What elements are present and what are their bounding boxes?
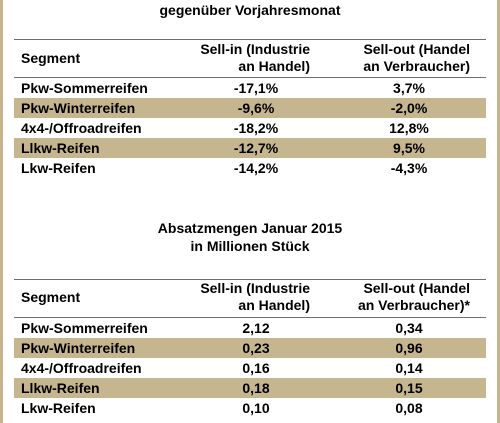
table1-sellout-header-line1: Sell-out (Handel: [363, 41, 470, 57]
table1-header-rule: [14, 77, 486, 78]
sellout-cell: 3,7%: [393, 80, 425, 96]
table2-heading-line2: in Millionen Stück: [190, 238, 310, 254]
table1-row: 4x4-/Offroadreifen -18,2% 12,8%: [14, 118, 486, 138]
table1-row: Llkw-Reifen -12,7% 9,5%: [14, 138, 486, 158]
segment-cell: 4x4-/Offroadreifen: [21, 120, 142, 136]
sellin-cell: -12,7%: [233, 140, 279, 156]
table2-top-rule: [14, 279, 486, 280]
table1-row: Pkw-Sommerreifen -17,1% 3,7%: [14, 78, 486, 98]
sellout-cell: -4,3%: [390, 160, 428, 176]
table2-row: 4x4-/Offroadreifen 0,16 0,14: [14, 358, 486, 378]
right-border: [497, 0, 500, 423]
table2-heading-line1: Absatzmengen Januar 2015: [157, 220, 343, 236]
segment-cell: Lkw-Reifen: [21, 400, 96, 416]
sellout-cell: 0,08: [395, 400, 423, 416]
segment-cell: Pkw-Sommerreifen: [21, 80, 148, 96]
table2-row: Llkw-Reifen 0,18 0,15: [14, 378, 486, 398]
table2-row: Lkw-Reifen 0,10 0,08: [14, 398, 486, 418]
table2-row: Pkw-Winterreifen 0,23 0,96: [14, 338, 486, 358]
table1-top-rule: [14, 39, 486, 40]
sellin-cell: -17,1%: [233, 80, 279, 96]
segment-cell: Llkw-Reifen: [21, 380, 100, 396]
sellin-cell: 0,16: [242, 360, 270, 376]
table1-sellin-header-line2: an Handel): [238, 58, 310, 74]
table1-row: Pkw-Winterreifen -9,6% -2,0%: [14, 98, 486, 118]
sellout-cell: -2,0%: [390, 100, 428, 116]
sellout-cell: 0,96: [395, 340, 423, 356]
sellin-cell: -18,2%: [233, 120, 279, 136]
table2-sellin-header-line1: Sell-in (Industrie: [200, 280, 310, 296]
sellout-cell: 0,14: [395, 360, 423, 376]
segment-cell: Pkw-Sommerreifen: [21, 320, 148, 336]
sellin-cell: 2,12: [242, 320, 270, 336]
left-border: [0, 0, 3, 423]
table2-sellout-header-line1: Sell-out (Handel: [363, 280, 470, 296]
table2-header-rule: [14, 317, 486, 318]
sellin-cell: 0,23: [242, 340, 270, 356]
table1-sellout-header-line2: an Verbraucher): [363, 58, 470, 74]
table2-sellout-header-line2: an Verbraucher)*: [357, 297, 470, 313]
table2-segment-header: Segment: [21, 289, 81, 305]
sellin-cell: -14,2%: [233, 160, 279, 176]
sellin-cell: -9,6%: [237, 100, 275, 116]
segment-cell: Lkw-Reifen: [21, 160, 96, 176]
table2-sellin-header-line2: an Handel): [238, 297, 310, 313]
segment-cell: Pkw-Winterreifen: [21, 100, 136, 116]
table1-row: Lkw-Reifen -14,2% -4,3%: [14, 158, 486, 178]
segment-cell: Llkw-Reifen: [21, 140, 100, 156]
sellin-cell: 0,18: [242, 380, 270, 396]
sellout-cell: 0,34: [395, 320, 423, 336]
sellout-cell: 12,8%: [389, 120, 429, 136]
segment-cell: Pkw-Winterreifen: [21, 340, 136, 356]
segment-cell: 4x4-/Offroadreifen: [21, 360, 142, 376]
table1-sellin-header-line1: Sell-in (Industrie: [200, 41, 310, 57]
table2-row: Pkw-Sommerreifen 2,12 0,34: [14, 318, 486, 338]
sellin-cell: 0,10: [242, 400, 270, 416]
table1-segment-header: Segment: [21, 50, 81, 66]
table1-heading: gegenüber Vorjahresmonat: [159, 2, 341, 18]
sellout-cell: 9,5%: [393, 140, 425, 156]
sellout-cell: 0,15: [395, 380, 423, 396]
